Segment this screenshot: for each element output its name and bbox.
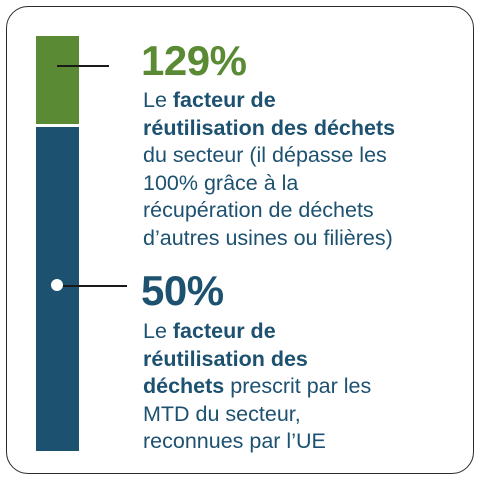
description-text: du secteur (il dépasse les bbox=[143, 143, 387, 167]
value-label-129: 129% bbox=[141, 37, 247, 84]
description-line: récupération de déchets bbox=[143, 197, 395, 225]
description-sector: Le facteur de réutilisation des déchets du… bbox=[143, 87, 395, 252]
description-line: Le facteur de bbox=[143, 318, 371, 346]
chart-card bbox=[6, 6, 474, 474]
description-line: réutilisation des déchets bbox=[143, 115, 395, 143]
description-bold-text: facteur de bbox=[172, 319, 276, 343]
value-label-50: 50% bbox=[141, 267, 224, 314]
description-text: prescrit par les bbox=[224, 374, 372, 398]
description-text: MTD du secteur, bbox=[143, 401, 301, 426]
description-line: du secteur (il dépasse les bbox=[143, 142, 395, 170]
description-text: reconnues par l’UE bbox=[143, 429, 326, 453]
description-text: Le bbox=[143, 88, 173, 112]
description-line: Le facteur de bbox=[143, 87, 395, 115]
description-bold-text: réutilisation des déchets bbox=[143, 115, 396, 140]
description-line: MTD du secteur, bbox=[143, 401, 371, 429]
bar-sector-excess bbox=[36, 36, 79, 124]
description-text: d’autres usines ou filières) bbox=[143, 225, 393, 250]
description-text: Le bbox=[143, 319, 173, 343]
description-line: déchets prescrit par les bbox=[143, 373, 371, 401]
description-line: réutilisation des bbox=[143, 346, 371, 374]
description-mtd: Le facteur de réutilisation des déchets pr… bbox=[143, 318, 371, 456]
description-bold-text: déchets bbox=[143, 374, 225, 398]
description-line: 100% grâce à la bbox=[143, 170, 395, 198]
marker-dot-50 bbox=[51, 279, 63, 291]
description-text: récupération de déchets bbox=[143, 198, 374, 222]
leader-line-50 bbox=[57, 285, 127, 287]
description-line: d’autres usines ou filières) bbox=[143, 225, 395, 253]
description-bold-text: réutilisation des bbox=[143, 346, 308, 371]
description-line: reconnues par l’UE bbox=[143, 428, 371, 456]
leader-line-129 bbox=[57, 65, 109, 67]
description-text: 100% grâce à la bbox=[143, 170, 299, 195]
description-bold-text: facteur de bbox=[172, 88, 276, 112]
